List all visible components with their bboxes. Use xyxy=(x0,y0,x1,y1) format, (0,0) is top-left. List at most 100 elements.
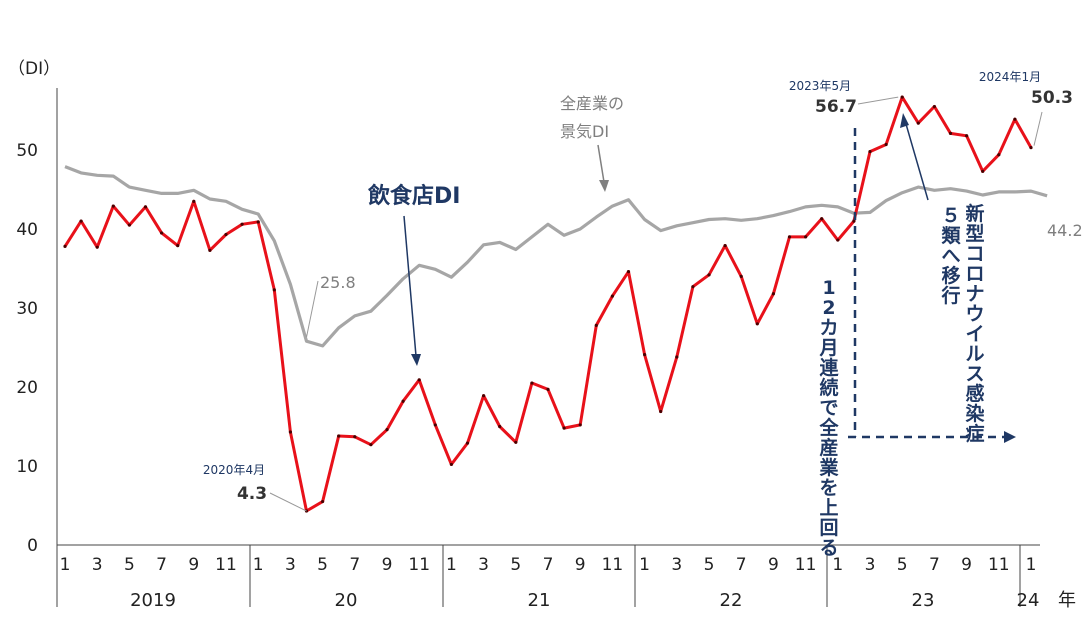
note-above-all-industry-char: 連 xyxy=(819,356,839,379)
x-tick-label: 9 xyxy=(961,555,972,575)
note-covid-shift-2-char: ５ xyxy=(941,205,960,227)
shift-arrow-head xyxy=(1004,431,1016,443)
note-above-all-industry-char: で xyxy=(819,397,838,419)
restaurant-di-point xyxy=(916,121,920,125)
year-unit-label: 年 xyxy=(1058,590,1076,611)
x-tick-label: 1 xyxy=(253,555,264,575)
restaurant-di-point xyxy=(321,499,325,504)
x-tick-label: 9 xyxy=(575,555,586,575)
note-above-all-industry-char: 全 xyxy=(818,416,839,439)
year-label: 24 xyxy=(1017,590,1040,611)
note-covid-shift-2-char: 移 xyxy=(941,264,960,287)
y-axis-title: （DI） xyxy=(8,59,60,79)
x-tick-label: 11 xyxy=(408,555,430,575)
class5-arrow xyxy=(905,123,929,201)
restaurant-di-point xyxy=(127,223,131,227)
restaurant-di-point xyxy=(482,394,486,398)
note-above-all-industry-char: カ xyxy=(819,317,838,339)
x-tick-label: 3 xyxy=(285,555,296,575)
jan24-value: 50.3 xyxy=(1031,88,1073,108)
covid-low-date: 2020年4月 xyxy=(203,463,265,477)
note-above-all-industry-char: 産 xyxy=(819,436,838,459)
y-tick-label: 0 xyxy=(27,536,38,556)
x-tick-label: 1 xyxy=(60,555,71,575)
x-tick-label: 7 xyxy=(736,555,747,575)
restaurant-di-point xyxy=(449,462,453,467)
restaurant-di-point xyxy=(643,353,647,357)
year-label: 23 xyxy=(912,590,935,611)
note-covid-shift-2-char: 類 xyxy=(940,225,961,247)
restaurant-di-point xyxy=(256,220,260,224)
note-above-all-industry-char: を xyxy=(819,477,838,499)
x-tick-label: 11 xyxy=(795,555,817,575)
restaurant-di-point xyxy=(401,399,405,403)
series-layer xyxy=(63,95,1048,513)
year-label: 22 xyxy=(720,590,743,611)
restaurant-di-line xyxy=(63,95,1033,513)
x-tick-label: 7 xyxy=(156,555,167,575)
x-tick-label: 9 xyxy=(382,555,393,575)
all-low-value: 25.8 xyxy=(320,273,356,292)
restaurant-di-point xyxy=(594,323,598,327)
restaurant-di-point xyxy=(755,322,759,326)
restaurant-di-point xyxy=(79,219,83,223)
covid-low-value: 4.3 xyxy=(237,484,267,504)
all-industry-di-line xyxy=(64,165,1048,348)
x-axis-ticks: 1 3 5 7 9 11 1 3 5 7 9 11 1 3 5 7 9 11 1 3 5 7 9 11 1 3 5 7 9 11 12019… xyxy=(60,555,1076,611)
x-tick-label: 5 xyxy=(897,555,908,575)
restaurant-di-point xyxy=(804,235,808,239)
restaurant-di-point xyxy=(836,238,840,242)
note-covid-shift-1-char: 新 xyxy=(965,202,984,225)
x-tick-label: 11 xyxy=(602,555,624,575)
y-tick-label: 10 xyxy=(16,457,38,477)
x-tick-label: 1 xyxy=(446,555,457,575)
restaurant-di-point xyxy=(240,222,244,226)
x-tick-label: 1 xyxy=(639,555,650,575)
x-tick-label: 3 xyxy=(865,555,876,575)
restaurant-di-point xyxy=(465,441,470,445)
restaurant-di-point xyxy=(948,131,953,136)
note-covid-shift-2-char: へ xyxy=(941,245,960,267)
note-above-all-industry-char: 1 xyxy=(822,277,835,299)
note-covid-shift-1-char: 症 xyxy=(965,422,984,445)
jan24-leader xyxy=(1033,111,1043,146)
note-covid-shift-2-char: 行 xyxy=(940,284,960,307)
x-tick-label: 7 xyxy=(543,555,554,575)
note-covid-shift-1-char: 感 xyxy=(965,382,984,405)
x-tick-label: 3 xyxy=(92,555,103,575)
restaurant-di-point xyxy=(192,199,196,203)
restaurant-di-point xyxy=(160,231,164,235)
jan24-date: 2024年1月 xyxy=(979,70,1041,84)
x-tick-label: 11 xyxy=(988,555,1010,575)
x-tick-label: 5 xyxy=(704,555,715,575)
note-covid-shift-1-char: ル xyxy=(965,343,984,365)
year-label: 21 xyxy=(528,590,551,611)
restaurant-di-point xyxy=(1029,146,1033,150)
restaurant-di-point xyxy=(498,424,502,429)
x-tick-label: 7 xyxy=(929,555,940,575)
all-industry-arrow-head xyxy=(599,180,609,192)
note-covid-shift-1-char: ナ xyxy=(965,283,984,305)
restaurant-di-point xyxy=(900,95,904,99)
note-covid-shift-1-char: ス xyxy=(965,363,984,385)
covid-low-leader xyxy=(269,492,307,512)
restaurant-di-point xyxy=(288,430,292,434)
note-covid-shift-1-char: 染 xyxy=(965,402,984,425)
restaurant-di-point xyxy=(675,355,679,359)
all-industry-label-line2: 景気DI xyxy=(560,122,609,141)
restaurant-di-point xyxy=(143,205,148,209)
x-tick-label: 9 xyxy=(768,555,779,575)
restaurant-di-point xyxy=(514,440,518,444)
all-low-leader xyxy=(306,280,319,338)
all-industry-arrow xyxy=(597,144,605,183)
restaurant-di-point xyxy=(932,104,937,109)
restaurant-di-point xyxy=(208,248,212,252)
year-label: 2019 xyxy=(130,590,176,611)
year-label: 20 xyxy=(335,590,358,611)
restaurant-di-point xyxy=(63,244,67,248)
class5-arrow-head xyxy=(900,113,909,128)
